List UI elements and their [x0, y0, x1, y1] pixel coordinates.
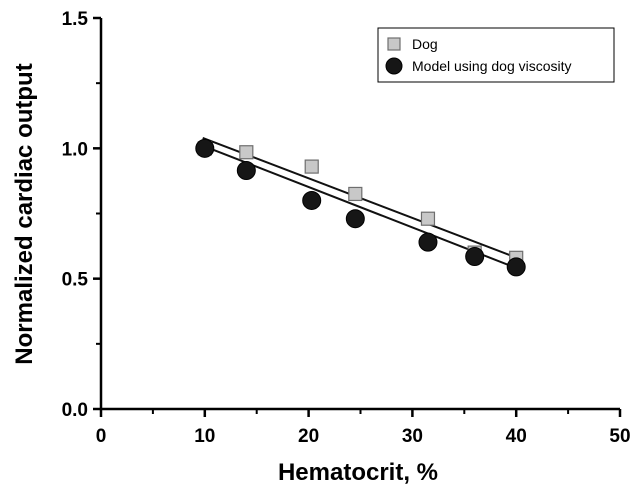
x-tick-label: 10	[194, 426, 215, 447]
y-tick-label: 0.0	[62, 400, 88, 421]
model-data-point	[236, 160, 256, 180]
model-data-point	[195, 138, 215, 158]
dog-data-point	[239, 145, 254, 160]
dog-data-point	[420, 211, 436, 226]
legend-marker-model	[385, 57, 403, 75]
legend-label: Dog	[412, 36, 438, 52]
y-axis-title: Normalized cardiac output	[11, 63, 38, 364]
legend-label: Model using dog viscosity	[412, 58, 572, 74]
data-points	[195, 138, 526, 277]
model-data-point	[345, 209, 365, 229]
model-data-point	[302, 190, 322, 210]
y-tick-label: 1.0	[62, 139, 88, 160]
x-tick-label: 50	[609, 426, 630, 447]
y-tick-label: 0.5	[62, 270, 89, 291]
tick-labels: 0.0 0.5 1.0 1.5 0 10 20 30 40 50	[62, 9, 631, 447]
model-data-point	[465, 247, 485, 267]
model-data-point	[418, 232, 438, 252]
x-axis-title: Hematocrit, %	[278, 459, 438, 486]
legend-box	[377, 27, 615, 83]
fit-line-1	[202, 144, 519, 270]
dog-data-point	[348, 186, 363, 202]
legend: Dog Model using dog viscosity	[377, 27, 615, 83]
tick-marks	[93, 16, 622, 417]
dog-data-point	[304, 159, 319, 174]
model-data-point	[506, 257, 526, 277]
x-tick-label: 40	[506, 426, 527, 447]
x-tick-label: 20	[298, 426, 319, 447]
x-tick-label: 30	[402, 426, 423, 447]
legend-marker-dog	[387, 37, 401, 51]
y-tick-label: 1.5	[62, 9, 89, 30]
x-tick-label: 0	[96, 426, 107, 447]
